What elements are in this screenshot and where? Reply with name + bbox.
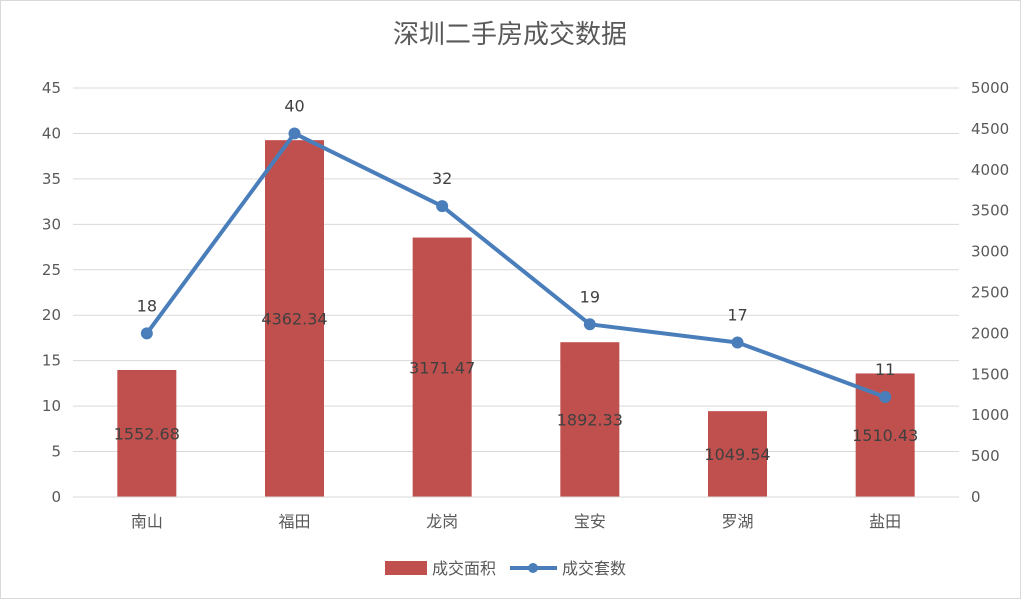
x-axis: 南山 福田 龙岗 宝安 罗湖 盐田: [73, 496, 959, 531]
bar-data-label: 1892.33: [557, 411, 623, 430]
left-tick-label: 5: [51, 443, 61, 461]
legend-item-bar: 成交面积: [385, 559, 496, 578]
bar: [265, 140, 324, 497]
line-point: [436, 200, 449, 213]
right-tick-label: 4000: [971, 161, 1009, 179]
bar-data-label: 1510.43: [852, 426, 918, 445]
legend-bar-swatch: [385, 561, 427, 575]
gridlines: [73, 87, 959, 453]
bar: [560, 342, 620, 497]
bar-data-label: 4362.34: [261, 310, 327, 329]
category-label: 福田: [278, 512, 310, 531]
right-tick-label: 1000: [971, 406, 1009, 424]
line-data-label: 32: [432, 169, 452, 188]
bar-data-label: 1552.68: [114, 424, 180, 443]
right-axis: 0 500 1000 1500 2000 2500 3000 3500 4000 4500 5000: [971, 79, 1009, 506]
line-data-label: 17: [727, 305, 747, 324]
category-label: 南山: [131, 512, 163, 531]
right-tick-label: 500: [971, 447, 1000, 465]
category-label: 龙岗: [426, 512, 458, 531]
left-tick-label: 0: [51, 488, 61, 506]
line-point: [288, 127, 301, 140]
left-tick-label: 15: [42, 352, 61, 370]
left-tick-label: 30: [42, 215, 61, 233]
legend: 成交面积 成交套数: [385, 559, 626, 578]
left-tick-label: 10: [42, 397, 61, 415]
right-tick-label: 0: [971, 488, 981, 506]
bar-data-labels: 1552.68 4362.34 3171.47 1892.33 1049.54 1510.…: [114, 310, 919, 464]
left-tick-label: 20: [42, 306, 61, 324]
right-tick-label: 2500: [971, 284, 1009, 302]
right-tick-label: 4500: [971, 120, 1009, 138]
left-tick-label: 25: [42, 261, 61, 279]
bar-series: [117, 140, 915, 497]
line-data-label: 18: [137, 296, 157, 315]
right-tick-label: 1500: [971, 365, 1009, 383]
line-point: [140, 327, 153, 340]
line-data-label: 19: [580, 287, 600, 306]
left-tick-label: 40: [42, 124, 61, 142]
right-tick-label: 5000: [971, 79, 1009, 97]
legend-line-marker: [528, 563, 538, 573]
category-label: 罗湖: [721, 512, 753, 531]
line-point: [879, 391, 892, 404]
legend-bar-label: 成交面积: [432, 559, 496, 578]
line-point: [583, 318, 596, 331]
line-data-label: 40: [284, 96, 304, 115]
chart-title: 深圳二手房成交数据: [393, 20, 627, 50]
series-line: [145, 131, 886, 399]
bar: [117, 369, 177, 497]
category-label: 宝安: [574, 512, 606, 531]
right-tick-label: 3000: [971, 243, 1009, 261]
bar-data-label: 1049.54: [704, 445, 770, 464]
bar: [412, 237, 472, 497]
line-data-labels: 18 40 32 19 17 11: [137, 96, 896, 379]
legend-item-line: 成交套数: [510, 559, 626, 578]
right-tick-label: 3500: [971, 202, 1009, 220]
bar: [708, 411, 767, 497]
left-axis: 0 5 10 15 20 25 30 35 40 45: [42, 79, 61, 506]
line-data-label: 11: [875, 360, 895, 379]
left-tick-label: 45: [42, 79, 61, 97]
line-series: [140, 127, 892, 404]
right-tick-label: 2000: [971, 324, 1009, 342]
bar-data-label: 3171.47: [409, 358, 475, 377]
legend-line-label: 成交套数: [562, 559, 626, 578]
category-label: 盐田: [869, 512, 901, 531]
left-tick-label: 35: [42, 170, 61, 188]
line-point: [731, 336, 744, 349]
